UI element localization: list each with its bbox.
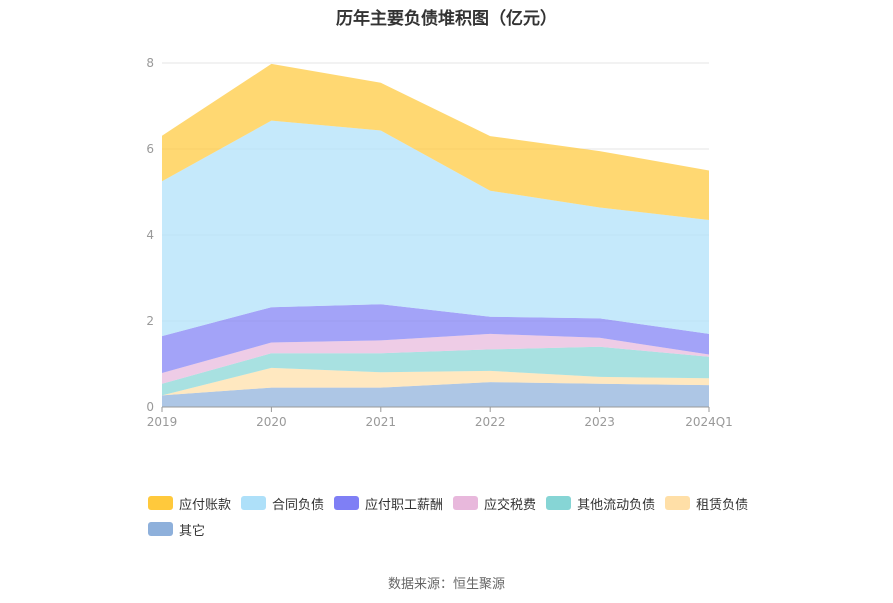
x-tick-label: 2023 — [584, 415, 615, 429]
x-tick-label: 2019 — [147, 415, 178, 429]
legend-swatch — [665, 496, 691, 510]
x-tick-label: 2021 — [366, 415, 397, 429]
legend-item[interactable]: 其它 — [148, 520, 206, 539]
legend-label: 应付职工薪酬 — [365, 497, 444, 513]
area-series-4 — [162, 304, 709, 373]
area-series-0 — [162, 382, 709, 407]
y-tick-label: 8 — [146, 56, 154, 70]
legend-item[interactable]: 合同负债 — [241, 494, 325, 513]
legend-swatch — [453, 496, 479, 510]
area-series-1 — [162, 367, 709, 396]
area-series-2 — [162, 346, 709, 396]
legend-swatch — [334, 496, 360, 510]
legend-swatch — [148, 496, 173, 510]
legend-item[interactable]: 租赁负债 — [665, 494, 749, 513]
area-series — [162, 63, 709, 407]
legend-swatch — [241, 496, 267, 510]
y-tick-label: 0 — [146, 400, 154, 414]
x-tick-label: 2024Q1 — [685, 415, 733, 429]
legend-label: 其它 — [179, 523, 206, 539]
legend: 应付账款 合同负债 应付职工薪酬 应交税费 其他流动负债 租赁负债其它 — [148, 494, 788, 546]
x-tick-label: 2020 — [256, 415, 287, 429]
legend-swatch — [148, 522, 173, 536]
chart-title: 历年主要负债堆积图（亿元） — [336, 9, 557, 29]
y-tick-label: 6 — [146, 142, 154, 156]
legend-label: 合同负债 — [272, 497, 325, 513]
legend-item[interactable]: 应交税费 — [453, 494, 537, 513]
legend-item[interactable]: 应付账款 — [148, 494, 232, 513]
legend-item[interactable]: 应付职工薪酬 — [334, 494, 444, 513]
legend-label: 应付账款 — [179, 497, 232, 513]
area-series-6 — [162, 63, 709, 221]
y-tick-label: 4 — [146, 228, 154, 242]
area-series-3 — [162, 333, 709, 384]
axes: 0 2 4 6 8 2019 2020 2021 2022 2023 2024Q1 — [146, 56, 732, 429]
legend-label: 租赁负债 — [696, 497, 749, 513]
legend-swatch — [546, 496, 572, 510]
legend-item[interactable]: 其他流动负债 — [546, 494, 656, 513]
area-series-5 — [162, 120, 709, 337]
legend-label: 应交税费 — [484, 497, 537, 513]
x-tick-label: 2022 — [475, 415, 506, 429]
source-note: 数据来源：恒生聚源 — [387, 577, 505, 592]
y-tick-label: 2 — [146, 314, 154, 328]
legend-label: 其他流动负债 — [577, 497, 656, 513]
